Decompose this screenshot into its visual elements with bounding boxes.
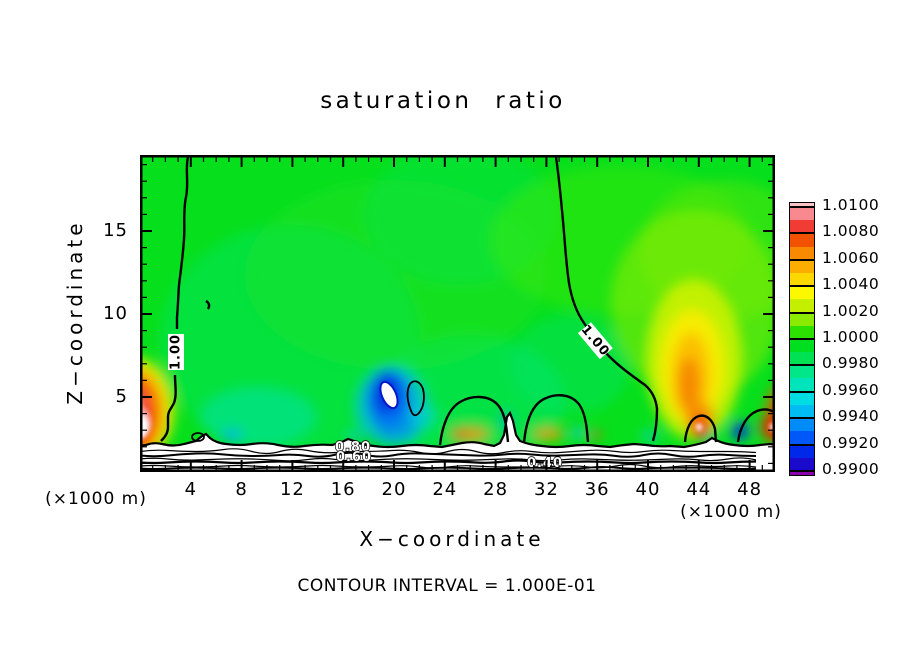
plot-frame xyxy=(140,155,775,472)
colorbar xyxy=(789,202,815,476)
colorbar-tick xyxy=(790,285,814,288)
colorbar-segment xyxy=(790,418,814,432)
contour-label-060: 0.60 xyxy=(336,450,372,465)
colorbar-label: 0.9920 xyxy=(822,433,880,452)
colorbar-tick xyxy=(790,417,814,420)
plot-title: saturation ratio xyxy=(320,88,566,114)
colorbar-segment xyxy=(790,259,814,273)
x-tick-label: 28 xyxy=(483,479,509,500)
x-tick-label: 8 xyxy=(235,479,248,500)
x-tick-label: 36 xyxy=(584,479,610,500)
colorbar-tick xyxy=(790,338,814,340)
colorbar-segment xyxy=(790,203,814,207)
x-tick-label: 24 xyxy=(432,479,458,500)
colorbar-segment xyxy=(790,365,814,379)
colorbar-tick xyxy=(790,258,814,261)
colorbar-segment xyxy=(790,431,814,445)
contour-line-labels: 1.00 1.00 0.80 0.60 0.40 xyxy=(168,322,613,472)
colorbar-label: 0.9960 xyxy=(822,380,880,399)
colorbar-label: 1.0020 xyxy=(822,301,880,320)
z-units-label: (×1000 m) xyxy=(45,489,147,509)
x-tick-label: 40 xyxy=(635,479,661,500)
colorbar-segment xyxy=(790,286,814,300)
colorbar-label: 1.0100 xyxy=(822,196,880,214)
colorbar-tick xyxy=(790,311,814,314)
colorbar-tick xyxy=(790,206,814,208)
colorbar-segment xyxy=(790,338,814,353)
x-axis-label: X−coordinate xyxy=(359,527,545,551)
colorbar-segment xyxy=(790,444,814,458)
colorbar-segment xyxy=(790,457,814,471)
surface-band-top-contour xyxy=(140,410,775,449)
colorbar-label: 0.9900 xyxy=(822,460,880,478)
colorbar-label: 1.0080 xyxy=(822,222,880,241)
surface-dry-band xyxy=(140,413,775,472)
x-units-label: (×1000 m) xyxy=(680,502,782,522)
z-tick-label: 15 xyxy=(103,220,128,241)
colorbar-tick xyxy=(790,232,814,235)
x-tick-label: 4 xyxy=(184,479,198,500)
subsaturated-white-core xyxy=(379,380,399,410)
colorbar-tick xyxy=(790,364,814,367)
colorbar-tick xyxy=(790,443,814,446)
colorbar-segment xyxy=(790,470,814,475)
colorbar-label: 0.9940 xyxy=(822,407,880,426)
colorbar-label: 1.0060 xyxy=(822,248,880,267)
contour-dome-a xyxy=(438,395,510,446)
colorbar-segment xyxy=(790,233,814,247)
x-tick-label: 12 xyxy=(279,479,305,500)
z-tick-label: 10 xyxy=(103,303,128,324)
colorbar-label: 0.9980 xyxy=(822,354,880,373)
colorbar-labels: 1.0100 1.0080 1.0060 1.0040 1.0020 1.0000 0.99… xyxy=(822,196,902,478)
colorbar-segment xyxy=(790,378,814,392)
contour-label-080: 0.80 xyxy=(335,440,371,455)
plot-field-anomalies xyxy=(140,155,775,465)
z-tick-label: 5 xyxy=(115,386,128,407)
axis-ticks xyxy=(142,157,773,470)
colorbar-segment xyxy=(790,325,814,339)
contour-100-left xyxy=(175,156,190,329)
colorbar-tick xyxy=(790,390,814,393)
colorbar-segment xyxy=(790,207,814,221)
colorbar-segment xyxy=(790,272,814,287)
surface-band-contours xyxy=(140,448,757,470)
plot-area: 1.00 1.00 0.80 0.60 0.40 xyxy=(140,155,775,472)
colorbar-segment xyxy=(790,404,814,418)
colorbar-tick xyxy=(790,470,814,472)
colorbar-label: 1.0000 xyxy=(822,328,880,346)
contour-label-100-left: 1.00 xyxy=(169,334,184,370)
colorbar-segment xyxy=(790,391,814,405)
colorbar-label: 1.0040 xyxy=(822,275,880,294)
contour-interval-note: CONTOUR INTERVAL = 1.000E-01 xyxy=(297,576,597,596)
colorbar-segment xyxy=(790,299,814,313)
x-tick-label: 44 xyxy=(686,479,712,500)
colorbar-segment xyxy=(790,352,814,366)
x-tick-label: 32 xyxy=(533,479,559,500)
colorbar-segment xyxy=(790,246,814,260)
x-tick-label: 20 xyxy=(381,479,407,500)
colorbar-segment xyxy=(790,312,814,326)
x-tick-label: 48 xyxy=(737,479,763,500)
contour-dome-b xyxy=(522,394,590,444)
x-tick-label: 16 xyxy=(330,479,356,500)
colorbar-segment xyxy=(790,220,814,234)
contour-label-040: 0.40 xyxy=(527,456,563,471)
